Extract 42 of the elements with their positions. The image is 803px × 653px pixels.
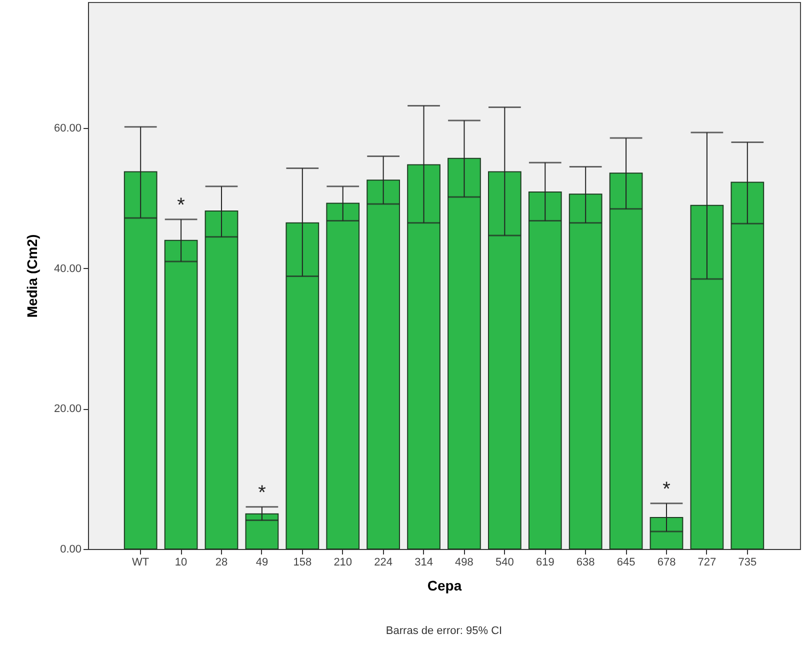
- x-tick-label: 49: [256, 556, 268, 568]
- x-tick-label: 314: [414, 556, 433, 568]
- x-tick-label: 727: [698, 556, 716, 568]
- y-axis-title: Media (Cm2): [24, 234, 40, 318]
- x-tick-label: 498: [455, 556, 474, 568]
- x-tick-label: 158: [293, 556, 312, 568]
- x-tick-label: WT: [132, 556, 150, 568]
- annotation: *: [662, 478, 671, 500]
- text: Barras de error: 95% CI: [386, 625, 502, 637]
- x-tick-label: 678: [657, 556, 676, 568]
- bar: [488, 171, 522, 550]
- y-tick-label: 60.00: [54, 122, 82, 135]
- x-tick-label: 210: [334, 556, 352, 568]
- x-tick-label: 540: [496, 556, 514, 568]
- x-tick-label: 10: [174, 556, 188, 568]
- y-tick-label: 40.00: [54, 262, 82, 275]
- bar: [650, 516, 684, 550]
- x-tick-label: 735: [738, 556, 757, 568]
- x-tick-label: 28: [215, 556, 228, 568]
- annotation: *: [258, 482, 266, 504]
- y-tick-label: 20.00: [54, 403, 82, 416]
- bar: [568, 194, 602, 550]
- bar: [245, 513, 279, 550]
- bar: [407, 164, 440, 550]
- bar: [366, 180, 400, 550]
- bar: [326, 202, 360, 550]
- annotation: *: [177, 194, 186, 216]
- y-tick-label: 0.00: [60, 544, 82, 556]
- bar: [124, 171, 158, 550]
- x-axis-title: Cepa: [427, 578, 462, 594]
- bar: [164, 240, 198, 550]
- x-tick-label: 645: [616, 556, 636, 568]
- x-tick-label: 638: [576, 556, 595, 568]
- bar: [204, 210, 238, 550]
- bar: [730, 182, 764, 550]
- x-tick-label: 619: [536, 556, 554, 568]
- x-tick-label: 224: [374, 556, 392, 568]
- bar: [448, 158, 481, 550]
- bar: [609, 172, 643, 550]
- bar: [528, 192, 562, 550]
- bar: [286, 222, 320, 550]
- bar: [690, 204, 724, 550]
